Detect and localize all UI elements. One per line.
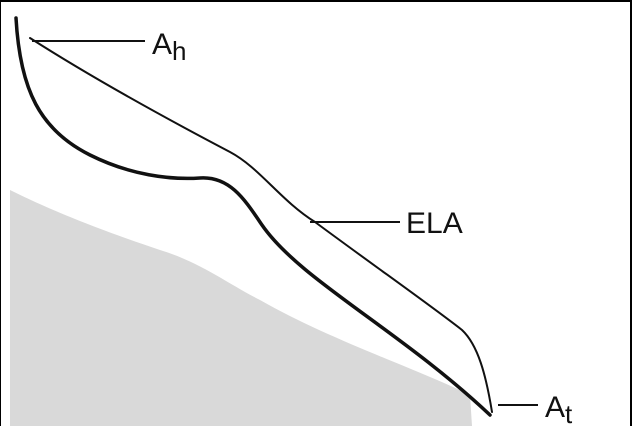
bedrock-area <box>10 190 472 426</box>
at-label: At <box>545 391 573 426</box>
ah-label: Ah <box>152 28 186 66</box>
glacier-surface-line <box>29 37 493 413</box>
ah-label-sub: h <box>172 36 186 66</box>
ela-label: ELA <box>406 207 463 240</box>
at-label-sub: t <box>565 399 573 426</box>
ah-label-base: A <box>152 28 172 61</box>
at-label-base: A <box>545 391 565 424</box>
glacier-bed-line <box>14 16 492 417</box>
